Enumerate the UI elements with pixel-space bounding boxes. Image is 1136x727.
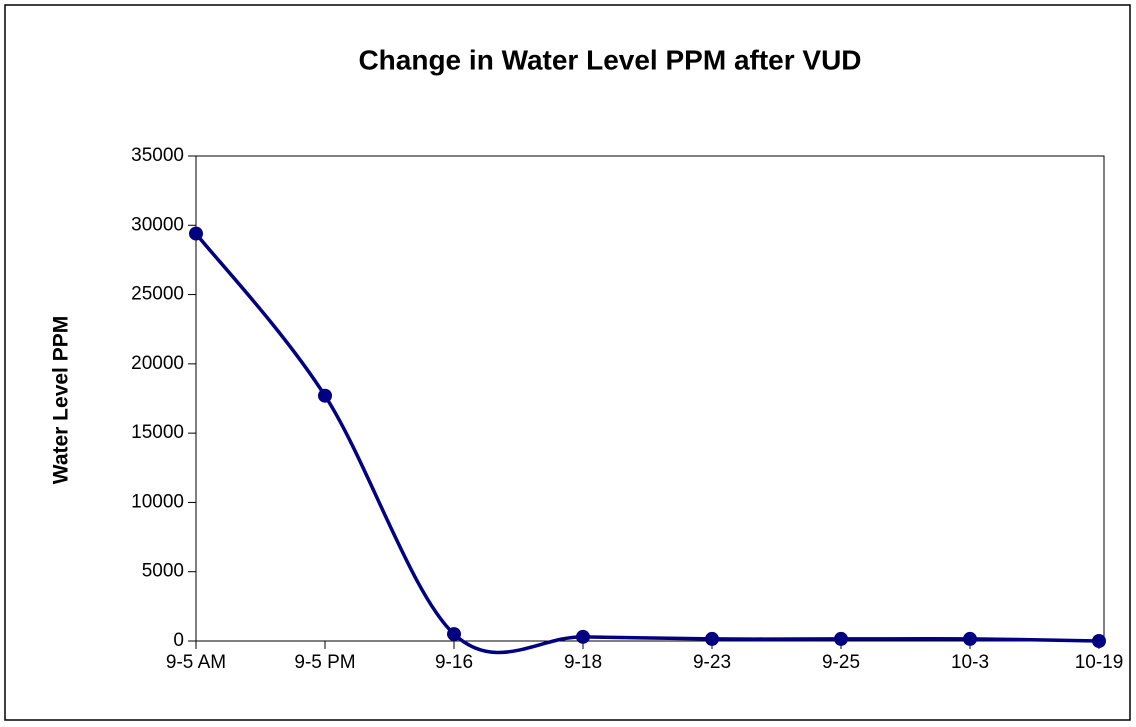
y-tick-label: 0 [173,630,184,651]
chart-title: Change in Water Level PPM after VUD [358,44,861,75]
marker [963,631,977,646]
marker [189,226,203,241]
x-tick-label: 10-3 [951,652,989,673]
plot-area [195,155,1105,642]
x-tick-label: 9-18 [564,652,602,673]
y-tick-label: 25000 [131,284,184,305]
y-tick-label: 15000 [131,422,184,443]
marker [1092,634,1106,648]
y-tick-label: 20000 [131,353,184,374]
marker [318,388,332,403]
x-tick-label: 9-25 [822,652,860,673]
x-tick-label: 9-16 [435,652,473,673]
y-tick-label: 5000 [142,561,184,582]
marker [834,631,848,646]
x-tick-label: 9-5 AM [166,652,226,673]
marker [447,627,461,642]
y-tick-label: 10000 [131,491,184,512]
x-tick-label: 10-19 [1075,652,1124,673]
y-axis-label: Water Level PPM [50,316,73,484]
y-tick-label: 30000 [131,214,184,235]
chart-border [4,4,1131,721]
y-tick-label: 35000 [131,145,184,166]
marker [576,629,590,644]
x-tick-label: 9-5 PM [294,652,355,673]
marker [705,631,719,646]
x-tick-label: 9-23 [693,652,731,673]
